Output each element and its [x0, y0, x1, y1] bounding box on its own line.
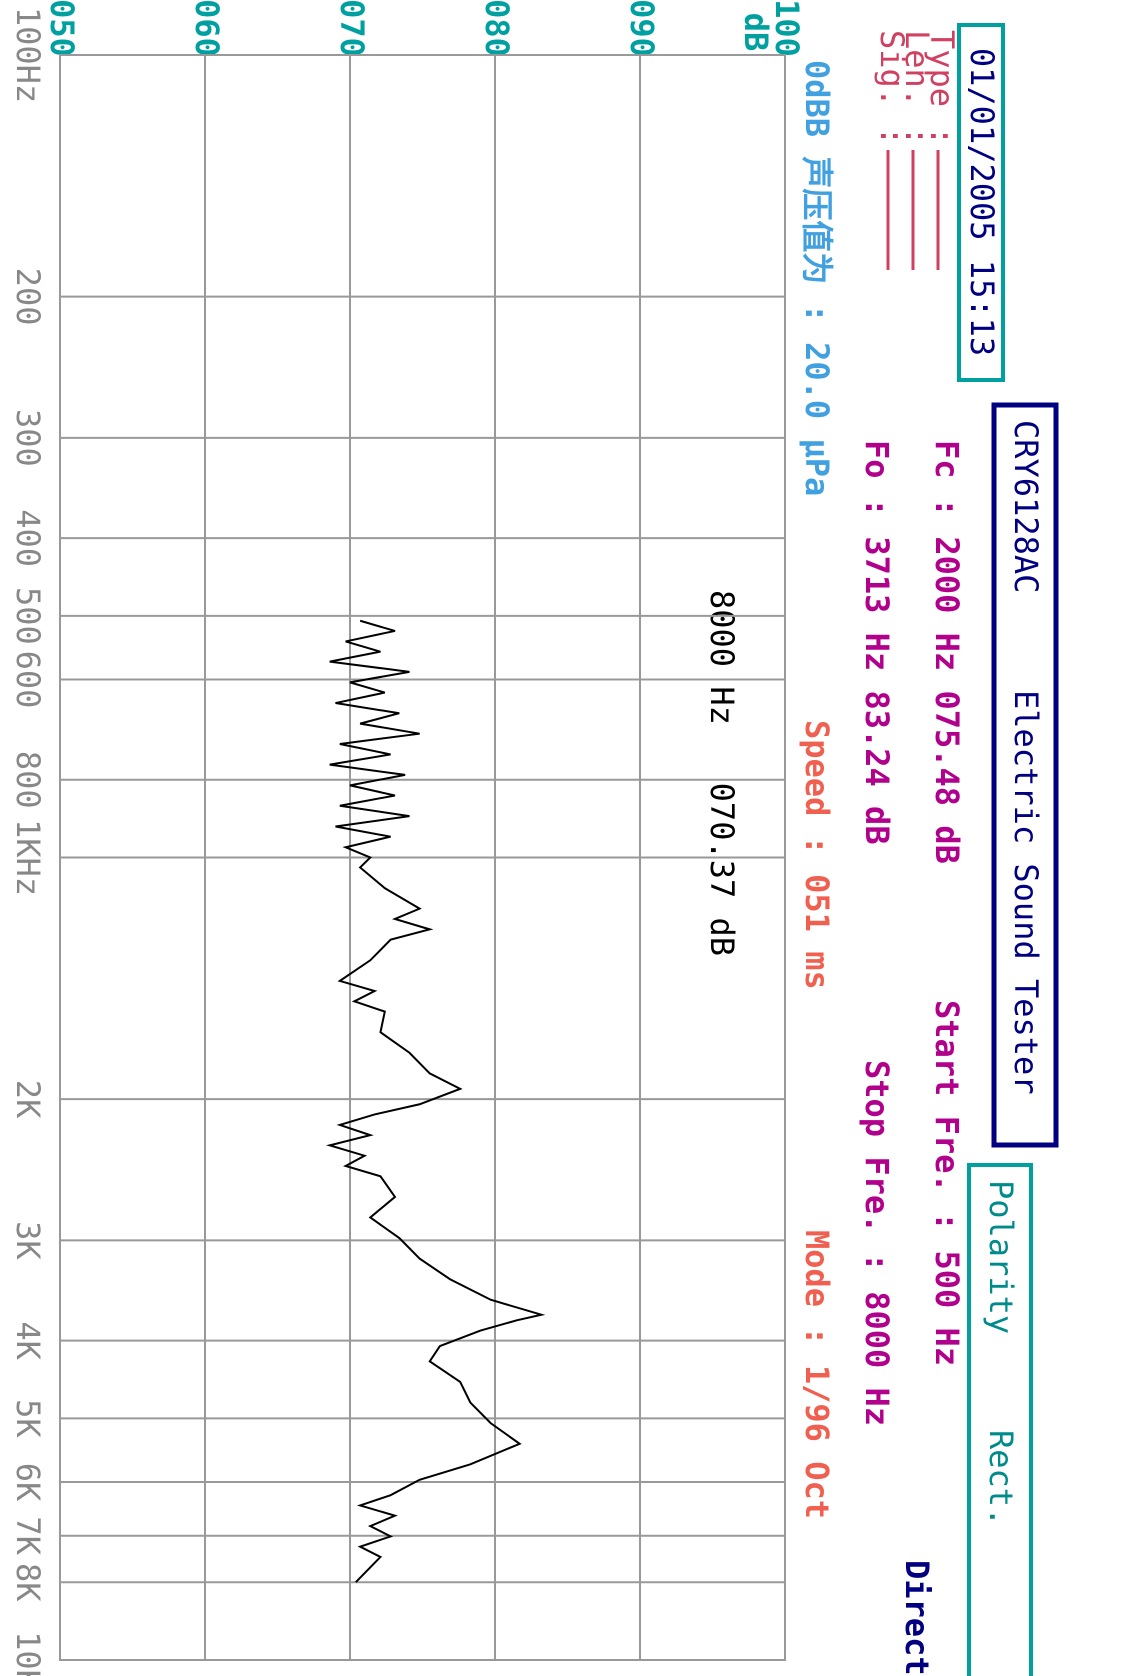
plot-frame	[59, 54, 786, 1661]
sig-label: Sig. :	[873, 30, 911, 146]
polarity: Polarity	[982, 1180, 1020, 1334]
reference: 0dBB 声压值为 : 20.0 μPa	[798, 60, 836, 496]
y-axis-label: dB	[737, 13, 775, 52]
model: CRY6128AC	[1007, 420, 1045, 593]
mode: Mode : 1/96 Oct	[798, 1230, 836, 1519]
x-tick-label: 100Hz	[9, 7, 47, 103]
y-tick-label: 100	[768, 0, 806, 57]
x-tick-label: 500	[9, 587, 47, 645]
x-tick-label: 7K	[9, 1516, 47, 1555]
start-freq: Start Fre. : 500 Hz	[928, 1000, 966, 1366]
x-tick-label: 200	[9, 268, 47, 326]
x-tick-label: 10K	[9, 1631, 47, 1676]
y-tick-label: 060	[188, 0, 226, 57]
len-label: Len. :	[898, 30, 936, 146]
trace	[325, 619, 546, 1583]
polarity-box	[967, 1163, 1033, 1676]
rect: Rect.	[982, 1430, 1020, 1526]
datetime: 01/01/2005 15:13	[963, 48, 1001, 356]
stop-freq: Stop Fre. : 8000 Hz	[858, 1060, 896, 1426]
datetime-box	[957, 23, 1005, 382]
y-tick-label: 050	[43, 0, 81, 57]
title: Electric Sound Tester	[1007, 690, 1045, 1095]
x-tick-label: 300	[9, 409, 47, 467]
direct: Direct	[898, 1560, 936, 1676]
x-tick-label: 5K	[9, 1399, 47, 1438]
type-label: Type :	[923, 30, 961, 146]
y-tick-label: 070	[333, 0, 371, 57]
x-tick-label: 6K	[9, 1463, 47, 1502]
speed: Speed : 051 ms	[798, 720, 836, 990]
title-box	[991, 402, 1059, 1148]
x-tick-label: 600	[9, 651, 47, 709]
x-tick-label: 4K	[9, 1321, 47, 1360]
x-tick-label: 400	[9, 509, 47, 567]
fc: Fc : 2000 Hz 075.48 dB	[928, 440, 966, 864]
y-tick-label: 080	[478, 0, 516, 57]
x-tick-label: 8K	[9, 1563, 47, 1602]
x-tick-label: 2K	[9, 1080, 47, 1119]
fo: Fo : 3713 Hz 83.24 dB	[858, 440, 896, 845]
y-tick-label: 090	[623, 0, 661, 57]
annotation: 8000 Hz 070.37 dB	[703, 590, 741, 956]
x-tick-label: 1KHz	[9, 819, 47, 896]
x-tick-label: 3K	[9, 1221, 47, 1260]
x-tick-label: 800	[9, 751, 47, 809]
